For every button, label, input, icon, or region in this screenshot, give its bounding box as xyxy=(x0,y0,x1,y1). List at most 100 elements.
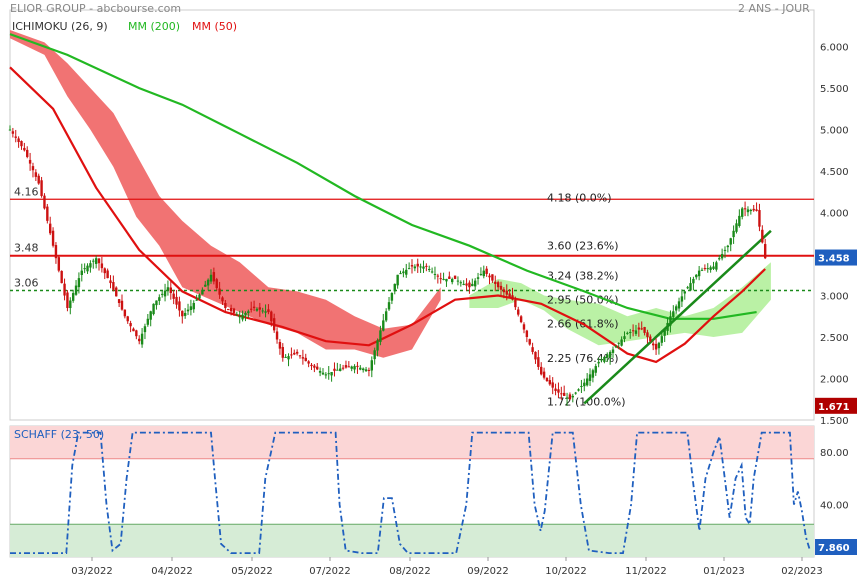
candle-body xyxy=(749,209,753,212)
candle-body xyxy=(488,275,491,278)
y-tick-label: 2.500 xyxy=(820,333,849,344)
candle-body xyxy=(692,278,695,284)
candle-body xyxy=(396,274,399,286)
candle-body xyxy=(57,257,61,271)
candle-body xyxy=(28,159,32,164)
candle-body xyxy=(201,289,204,295)
candle-body xyxy=(20,140,23,147)
candle-body xyxy=(588,374,592,381)
candle-body xyxy=(763,244,767,259)
candle-body xyxy=(290,354,293,356)
candle-body xyxy=(307,361,310,364)
candle-body xyxy=(479,273,483,275)
candle-body xyxy=(597,361,600,364)
candle-body xyxy=(295,351,299,354)
candle-body xyxy=(462,283,465,285)
candle-body xyxy=(97,258,101,264)
candle-body xyxy=(192,303,195,310)
candle-body xyxy=(347,366,351,368)
x-tick-label: 08/2022 xyxy=(389,566,431,577)
candle-body xyxy=(465,283,468,286)
candle-body xyxy=(158,297,161,301)
candle-body xyxy=(537,357,540,367)
candle-body xyxy=(100,263,104,269)
candle-body xyxy=(393,283,396,292)
candle-body xyxy=(729,238,732,245)
candle-body xyxy=(442,278,445,280)
candle-body xyxy=(416,263,419,267)
x-tick-label: 09/2022 xyxy=(467,566,509,577)
candle-body xyxy=(183,312,187,316)
candle-body xyxy=(63,283,66,296)
candle-body xyxy=(683,291,686,294)
candle-body xyxy=(92,260,95,262)
candle-body xyxy=(703,268,707,270)
price-marker-badge xyxy=(815,397,857,414)
candle-body xyxy=(209,274,213,282)
candle-body xyxy=(350,366,353,369)
candle-body xyxy=(138,338,141,342)
candle-body xyxy=(540,366,543,375)
candle-body xyxy=(281,347,284,358)
candle-body xyxy=(318,371,322,373)
candle-body xyxy=(680,296,684,302)
x-tick-label: 10/2022 xyxy=(545,566,587,577)
candle-body xyxy=(89,263,92,268)
kumo-bullish-cloud xyxy=(469,262,771,346)
candle-body xyxy=(247,311,250,314)
candle-body xyxy=(519,316,523,323)
candle-body xyxy=(163,290,167,297)
y-tick-label: 4.000 xyxy=(820,209,849,220)
x-tick-label: 03/2022 xyxy=(71,566,113,577)
candle-body xyxy=(494,281,497,284)
candle-body xyxy=(706,268,709,270)
candle-body xyxy=(367,369,371,371)
candle-body xyxy=(23,147,26,151)
candle-body xyxy=(433,273,437,275)
y-tick-label: 1.500 xyxy=(820,416,849,427)
candle-body xyxy=(614,346,618,348)
candle-body xyxy=(459,282,463,284)
candle-body xyxy=(198,294,201,299)
candle-body xyxy=(508,293,511,298)
candle-body xyxy=(112,282,115,290)
candle-body xyxy=(617,342,620,344)
candle-body xyxy=(752,208,755,211)
candle-body xyxy=(218,288,221,295)
candle-body xyxy=(603,356,606,362)
mm50-legend: MM (50) xyxy=(192,20,238,33)
candle-body xyxy=(631,330,635,332)
candle-body xyxy=(384,311,388,321)
candle-body xyxy=(689,283,692,291)
candle-body xyxy=(485,268,488,274)
candle-body xyxy=(585,378,589,386)
candle-body xyxy=(327,373,330,375)
candle-body xyxy=(336,369,339,371)
candle-body xyxy=(712,266,715,269)
candle-body xyxy=(525,330,529,338)
x-tick-label: 07/2022 xyxy=(309,566,351,577)
candle-body xyxy=(439,278,442,280)
fib-label: 3.24 (38.2%) xyxy=(547,270,619,283)
candle-body xyxy=(571,395,574,398)
candle-body xyxy=(353,366,356,370)
candle-body xyxy=(473,280,477,287)
candle-body xyxy=(344,365,348,368)
candle-body xyxy=(241,314,244,320)
candle-body xyxy=(755,209,758,211)
candle-body xyxy=(43,195,46,209)
candle-body xyxy=(250,308,253,310)
schaff-title: SCHAFF (23, 50) xyxy=(14,428,104,441)
candle-body xyxy=(69,300,72,309)
candle-body xyxy=(468,282,471,288)
candle-body xyxy=(522,324,526,330)
candle-body xyxy=(146,318,150,325)
candle-body xyxy=(715,262,718,270)
candle-body xyxy=(206,279,210,286)
candle-body xyxy=(77,278,81,288)
support-trendline xyxy=(583,229,772,405)
candle-body xyxy=(422,266,425,269)
candle-body xyxy=(577,389,580,391)
candle-body xyxy=(545,377,549,381)
candle-body xyxy=(402,271,405,274)
